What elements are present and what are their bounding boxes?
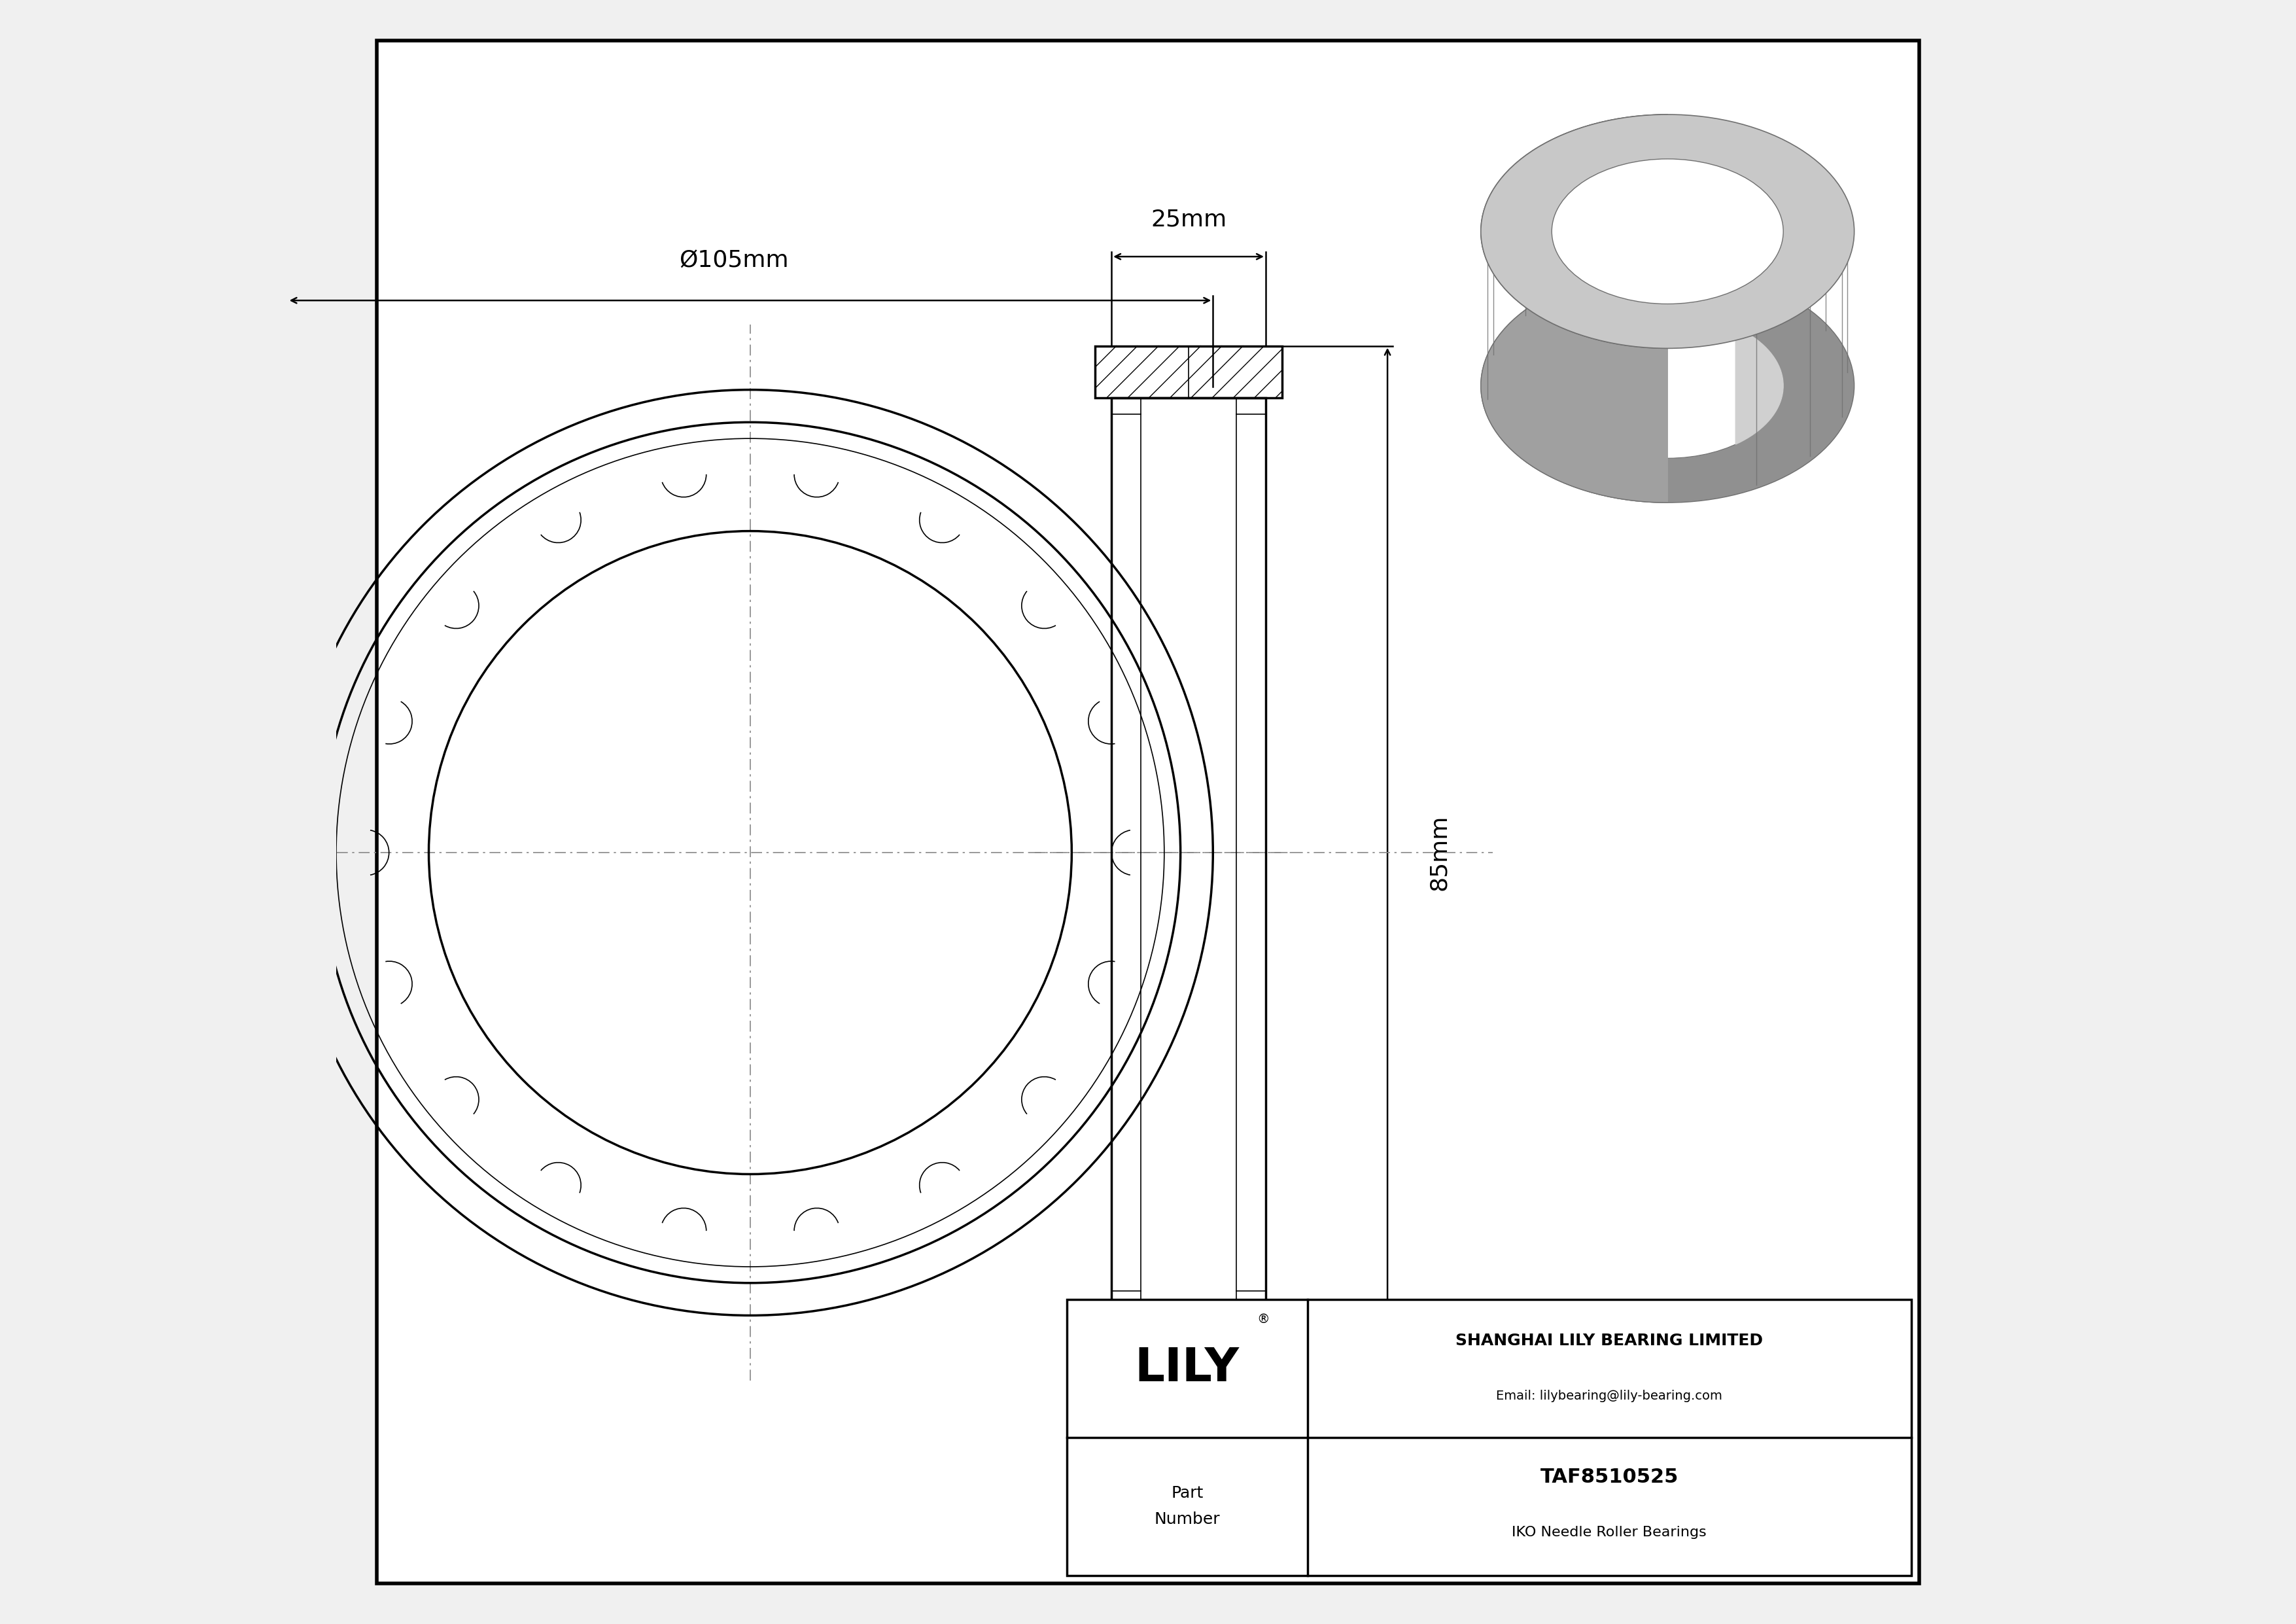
Bar [1068, 1299, 1910, 1575]
Bar [1111, 398, 1265, 1307]
Text: LILY: LILY [1134, 1346, 1240, 1390]
Text: Part
Number: Part Number [1155, 1486, 1219, 1527]
Text: 85mm: 85mm [1428, 815, 1451, 890]
Text: IKO Needle Roller Bearings: IKO Needle Roller Bearings [1511, 1525, 1706, 1540]
Ellipse shape [1552, 159, 1784, 304]
Text: Ø105mm: Ø105mm [680, 248, 790, 271]
Ellipse shape [1481, 268, 1855, 503]
Bar [1095, 1307, 1281, 1359]
Text: TAF8510525: TAF8510525 [1541, 1468, 1678, 1486]
Ellipse shape [1552, 313, 1784, 458]
Polygon shape [1736, 172, 1784, 445]
Text: 25mm: 25mm [1150, 208, 1226, 231]
Text: Email: lilybearing@lily-bearing.com: Email: lilybearing@lily-bearing.com [1497, 1390, 1722, 1402]
Text: SHANGHAI LILY BEARING LIMITED: SHANGHAI LILY BEARING LIMITED [1456, 1333, 1763, 1348]
Text: ®: ® [1256, 1314, 1270, 1325]
Ellipse shape [1481, 114, 1855, 349]
Bar [1095, 346, 1281, 398]
Polygon shape [1481, 115, 1667, 502]
